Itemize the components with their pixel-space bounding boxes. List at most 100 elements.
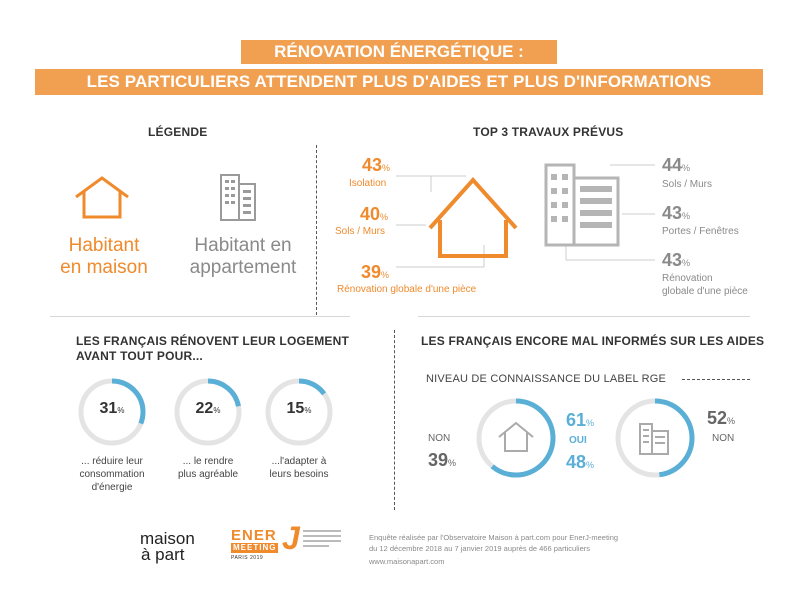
title-line-2: LES PARTICULIERS ATTENDENT PLUS D'AIDES … bbox=[35, 69, 763, 95]
house-yes-number: 61 bbox=[566, 410, 587, 430]
house-work-3-unit: % bbox=[381, 270, 390, 280]
logo2-city: PARIS 2019 bbox=[231, 555, 264, 561]
logo1-line-2: à part bbox=[141, 545, 185, 564]
small-house-icon bbox=[498, 421, 534, 452]
info-subheading-dash bbox=[682, 379, 750, 380]
yes-label: OUI bbox=[569, 435, 587, 446]
reasons-heading-line-1: LES FRANÇAIS RÉNOVENT LEUR LOGEMENT bbox=[76, 334, 350, 348]
house-work-1-unit: % bbox=[382, 163, 391, 173]
house-work-2: 40% bbox=[360, 204, 388, 225]
reasons-heading: LES FRANÇAIS RÉNOVENT LEUR LOGEMENT AVAN… bbox=[76, 334, 349, 364]
legend-house-line-2: en maison bbox=[60, 257, 148, 278]
house-work-1-value: 43 bbox=[362, 155, 383, 175]
reason-1-number: 31 bbox=[99, 400, 118, 417]
apartment-work-3: 43% bbox=[662, 250, 690, 271]
house-work-3: 39% bbox=[361, 262, 389, 283]
logo2-line-1: ENER bbox=[231, 527, 277, 544]
legend-apartment-label: Habitant en appartement bbox=[178, 235, 308, 279]
house-icon bbox=[75, 176, 129, 219]
reason-3-caption: ...l'adapter à leurs besoins bbox=[254, 455, 344, 481]
house-no-value: 39% bbox=[428, 450, 456, 471]
house-yes-unit: % bbox=[586, 418, 595, 428]
house-work-1-label: Isolation bbox=[349, 178, 387, 189]
enerj-j-glyph: J bbox=[282, 520, 300, 556]
house-work-2-value: 40 bbox=[360, 204, 381, 224]
reasons-heading-line-2: AVANT TOUT POUR... bbox=[76, 349, 203, 363]
rge-apartment-arc bbox=[615, 398, 695, 478]
reason-3-caption-line-1: ...l'adapter à bbox=[271, 456, 327, 467]
info-subheading: NIVEAU DE CONNAISSANCE DU LABEL RGE bbox=[426, 373, 667, 385]
apartment-work-1-unit: % bbox=[682, 163, 691, 173]
top-divider bbox=[316, 145, 317, 315]
reason-2-arc bbox=[174, 378, 242, 446]
apartment-work-3-value: 43 bbox=[662, 250, 683, 270]
rge-house-donut bbox=[476, 398, 556, 478]
title-line-1: RÉNOVATION ÉNERGÉTIQUE : bbox=[241, 40, 557, 64]
apartment-work-3-label-1: Rénovation bbox=[662, 273, 713, 284]
apartment-no-value: 52% bbox=[707, 408, 735, 429]
reason-2-caption-line-1: ... le rendre bbox=[182, 456, 234, 467]
reason-1-unit: % bbox=[117, 406, 125, 415]
apartment-yes-number: 48 bbox=[566, 452, 587, 472]
house-work-3-label: Rénovation globale d'une pièce bbox=[337, 284, 477, 295]
house-work-3-value: 39 bbox=[361, 262, 382, 282]
house-connector-graphic bbox=[396, 175, 518, 268]
legend-heading: LÉGENDE bbox=[148, 125, 208, 139]
apartment-work-2: 43% bbox=[662, 203, 690, 224]
source-line-1: Enquête réalisée par l'Observatoire Mais… bbox=[369, 533, 619, 542]
reason-3-arc bbox=[265, 378, 333, 446]
apartment-yes-value: 48% bbox=[566, 452, 594, 473]
reason-1-value: 31% bbox=[77, 400, 147, 418]
house-no-unit: % bbox=[448, 458, 457, 468]
legend-house-label: Habitant en maison bbox=[52, 235, 156, 279]
apartment-yes-unit: % bbox=[586, 460, 595, 470]
source-line-2: du 12 décembre 2018 au 7 janvier 2019 au… bbox=[369, 544, 590, 553]
reason-donut-1 bbox=[78, 378, 146, 446]
rge-house-arc bbox=[476, 398, 556, 478]
apartment-no-label: NON bbox=[712, 433, 735, 444]
apartment-work-1: 44% bbox=[662, 155, 690, 176]
apartment-no-number: 52 bbox=[707, 408, 728, 428]
reason-2-unit: % bbox=[213, 406, 221, 415]
reason-1-arc bbox=[78, 378, 146, 446]
house-work-1: 43% bbox=[362, 155, 390, 176]
maison-a-part-logo: maison à part bbox=[140, 529, 195, 564]
reason-2-caption: ... le rendre plus agréable bbox=[163, 455, 253, 481]
apartment-work-2-value: 43 bbox=[662, 203, 683, 223]
apartment-work-3-label-2: globale d'une pièce bbox=[662, 286, 748, 297]
section-rule-right bbox=[418, 316, 750, 317]
apartment-work-1-value: 44 bbox=[662, 155, 683, 175]
apartment-no-unit: % bbox=[727, 416, 736, 426]
legend-house-line-1: Habitant bbox=[68, 235, 140, 256]
reason-1-caption-line-1: ... réduire leur bbox=[81, 456, 143, 467]
enerj-meeting-logo: ENER MEETING PARIS 2019 bbox=[231, 528, 278, 563]
info-heading: LES FRANÇAIS ENCORE MAL INFORMÉS SUR LES… bbox=[421, 334, 765, 348]
rge-apartment-donut bbox=[615, 398, 695, 478]
house-yes-value: 61% bbox=[566, 410, 594, 431]
reason-3-number: 15 bbox=[286, 400, 305, 417]
reason-donut-2 bbox=[174, 378, 242, 446]
house-no-label: NON bbox=[428, 433, 451, 444]
house-no-number: 39 bbox=[428, 450, 449, 470]
bottom-divider bbox=[394, 330, 395, 510]
small-apartment-icon bbox=[639, 423, 669, 455]
section-rule-left bbox=[50, 316, 350, 317]
top3-heading: TOP 3 TRAVAUX PRÉVUS bbox=[473, 125, 624, 139]
reason-1-caption-line-3: d'énergie bbox=[91, 482, 133, 493]
reason-2-number: 22 bbox=[195, 400, 214, 417]
apartment-work-1-label: Sols / Murs bbox=[662, 179, 713, 190]
reason-1-caption: ... réduire leur consommation d'énergie bbox=[67, 455, 157, 494]
apartment-work-2-unit: % bbox=[682, 211, 691, 221]
source-url[interactable]: www.maisonapart.com bbox=[369, 557, 445, 566]
logo1-line-1: maison bbox=[140, 529, 195, 548]
reason-3-unit: % bbox=[304, 406, 312, 415]
apartment-work-3-unit: % bbox=[682, 258, 691, 268]
reason-2-value: 22% bbox=[173, 400, 243, 418]
reason-donut-3 bbox=[265, 378, 333, 446]
legend-apartment-line-2: appartement bbox=[189, 257, 297, 278]
reason-1-caption-line-2: consommation bbox=[79, 469, 145, 480]
logo2-line-2: MEETING bbox=[231, 543, 278, 553]
apartment-building-icon bbox=[220, 174, 256, 221]
house-work-2-unit: % bbox=[380, 212, 389, 222]
reason-3-caption-line-2: leurs besoins bbox=[269, 469, 329, 480]
